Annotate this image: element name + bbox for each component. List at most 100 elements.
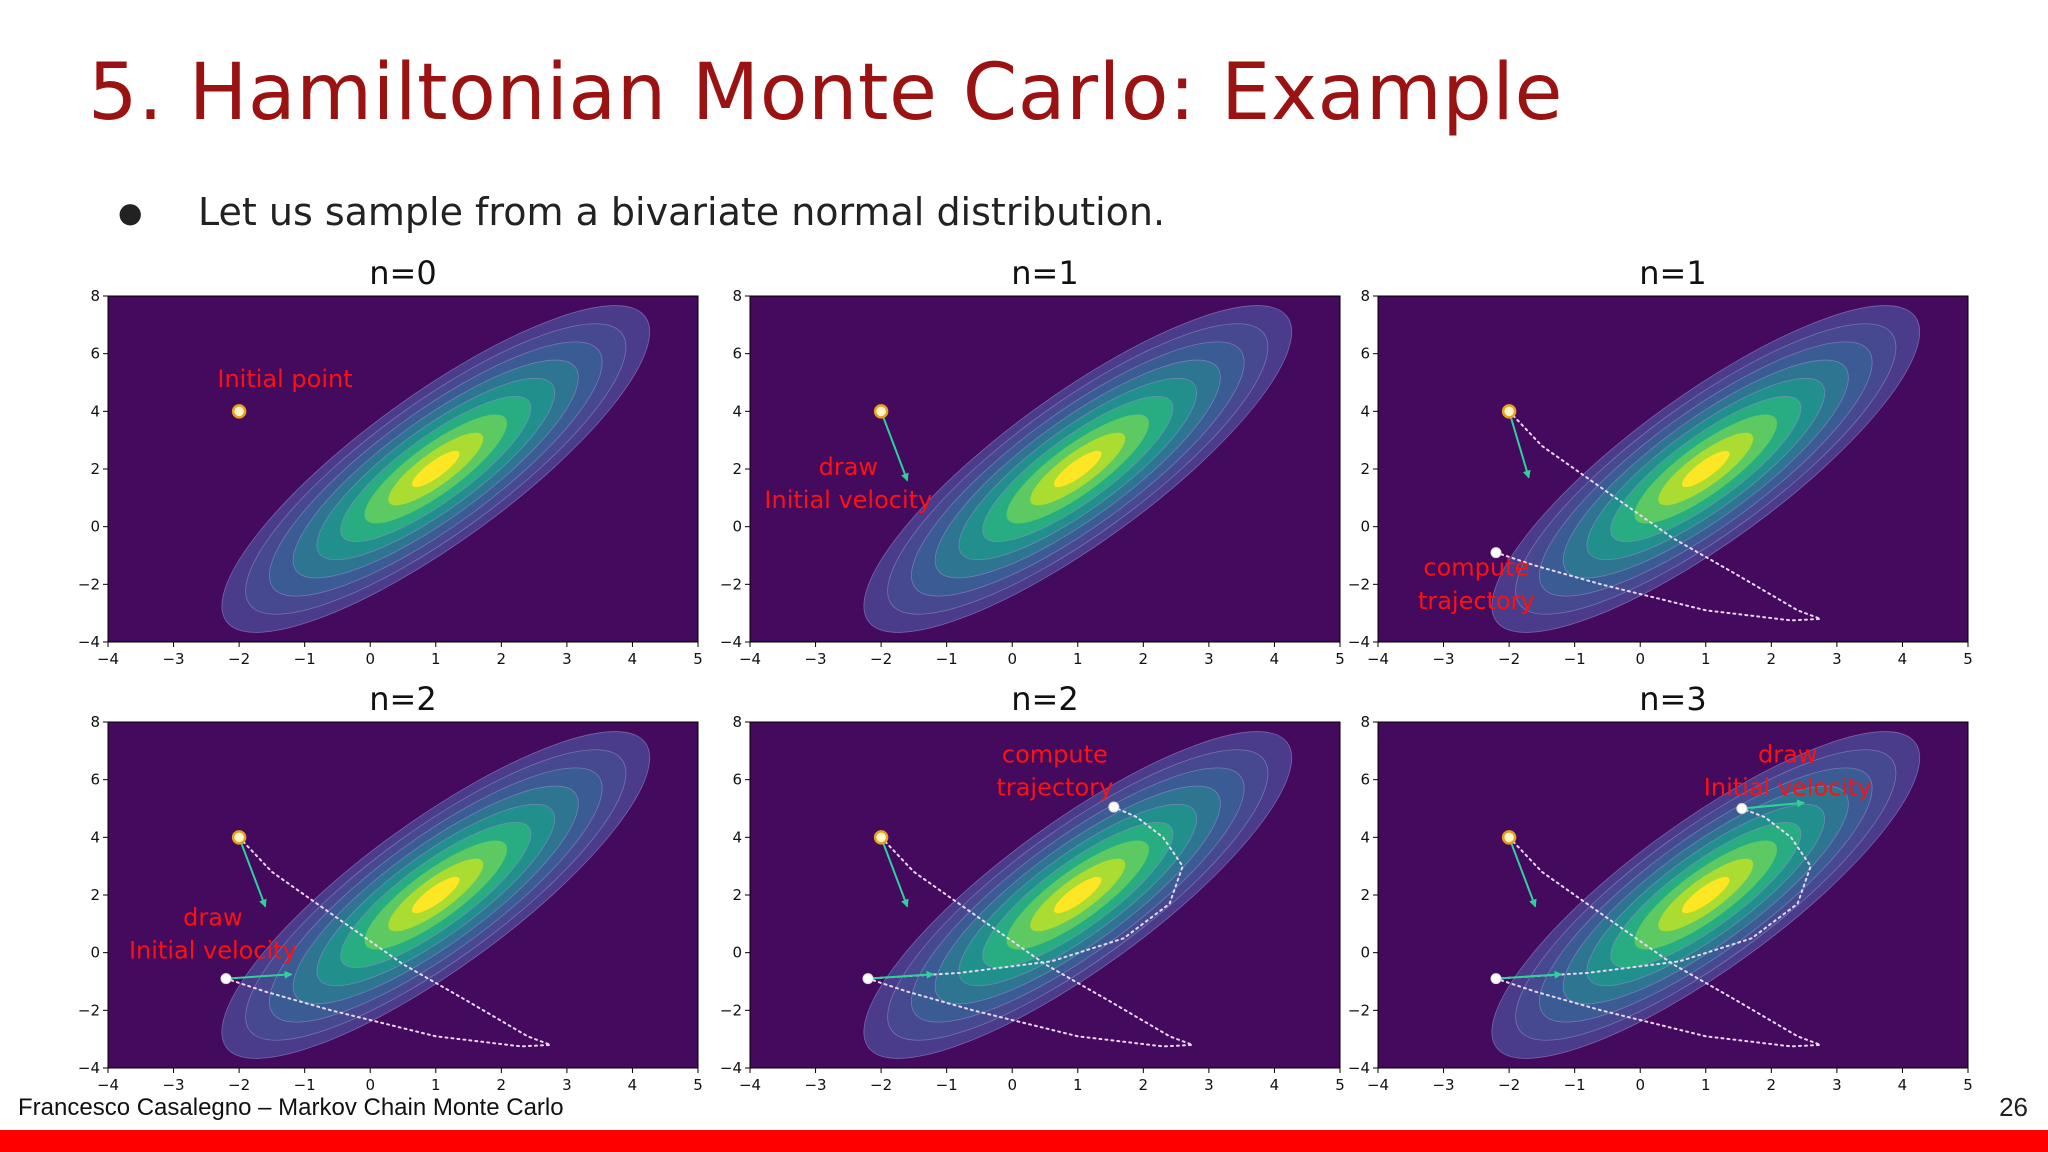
y-tick-label: 8 bbox=[1360, 287, 1370, 305]
plot-panel-5: n=2 compute trajectory −4 −3 −2 −1 0 1 2 3 4 5 −4 −2 0 2… bbox=[714, 678, 1394, 1102]
y-tick-label: −4 bbox=[720, 633, 742, 651]
contour-level bbox=[1682, 450, 1730, 488]
slide-title: 5. Hamiltonian Monte Carlo: Example bbox=[88, 48, 1563, 138]
x-tick-label: −4 bbox=[97, 650, 119, 668]
y-tick-label: 4 bbox=[732, 402, 742, 420]
x-tick-label: −2 bbox=[870, 1076, 892, 1094]
y-tick-label: 0 bbox=[90, 944, 100, 962]
plot-panel-6: n=3 draw Initial velocity −4 −3 −2 −1 0 1 2 3 4 5 −4 −… bbox=[1342, 678, 2022, 1102]
y-tick-label: 6 bbox=[732, 345, 742, 363]
contour-level bbox=[1054, 450, 1102, 488]
bottom-accent-bar bbox=[0, 1130, 2048, 1152]
x-tick-label: 3 bbox=[1832, 650, 1842, 668]
initial-point-marker bbox=[1501, 404, 1517, 419]
x-tick-label: −4 bbox=[739, 1076, 761, 1094]
x-tick-label: −1 bbox=[294, 650, 316, 668]
sample-point-marker bbox=[220, 973, 232, 985]
chart-title: n=0 bbox=[369, 254, 436, 292]
x-tick-label: 0 bbox=[1635, 650, 1645, 668]
chart-svg: n=0 Initial point −4 −3 −2 −1 0 1 2 3 4 5 −4 −2 0 2 4 6 8 bbox=[78, 254, 703, 668]
y-tick-label: 6 bbox=[90, 771, 100, 789]
trajectory-path bbox=[1495, 807, 1812, 980]
velocity-arrow bbox=[880, 836, 909, 908]
x-tick-label: 0 bbox=[365, 650, 375, 668]
trajectory-path bbox=[1495, 836, 1821, 1048]
velocity-arrow bbox=[1508, 836, 1537, 908]
x-tick-label: −1 bbox=[936, 1076, 958, 1094]
x-tick-label: −2 bbox=[228, 1076, 250, 1094]
velocity-arrow bbox=[225, 970, 293, 980]
x-tick-label: 4 bbox=[628, 650, 638, 668]
annotation-label: draw bbox=[819, 453, 878, 481]
y-tick-label: −2 bbox=[78, 1001, 100, 1019]
x-tick-label: 0 bbox=[1635, 1076, 1645, 1094]
y-tick-label: 4 bbox=[90, 828, 100, 846]
bullet-icon: ● bbox=[118, 195, 143, 229]
y-tick-label: 4 bbox=[1360, 402, 1370, 420]
x-tick-label: −2 bbox=[870, 650, 892, 668]
x-tick-label: 5 bbox=[693, 650, 703, 668]
bullet-text: Let us sample from a bivariate normal di… bbox=[198, 190, 1166, 234]
x-tick-label: −2 bbox=[1498, 650, 1520, 668]
x-tick-label: 1 bbox=[431, 650, 441, 668]
annotation-label: Initial velocity bbox=[764, 486, 932, 514]
y-tick-label: 0 bbox=[732, 518, 742, 536]
x-tick-label: 5 bbox=[1335, 650, 1345, 668]
chart-title: n=1 bbox=[1639, 254, 1706, 292]
y-tick-label: 8 bbox=[732, 287, 742, 305]
x-tick-label: 1 bbox=[1701, 650, 1711, 668]
annotation-label: draw bbox=[183, 903, 242, 931]
velocity-arrow bbox=[238, 836, 267, 908]
plot-panel-1: n=0 Initial point −4 −3 −2 −1 0 1 2 3 4 5 −4 −2 0 2 4 6 8 bbox=[72, 252, 752, 676]
x-tick-label: 0 bbox=[365, 1076, 375, 1094]
annotation-label: draw bbox=[1758, 740, 1817, 768]
y-tick-label: 6 bbox=[1360, 345, 1370, 363]
chart-svg: n=3 draw Initial velocity −4 −3 −2 −1 0 1 2 3 4 5 −4 −… bbox=[1348, 680, 1973, 1094]
sample-point-marker bbox=[1490, 547, 1502, 559]
plot-panel-2: n=1 draw Initial velocity −4 −3 −2 −1 0 1 2 3 4 5 −4−… bbox=[714, 252, 1394, 676]
y-tick-label: −4 bbox=[1348, 1059, 1370, 1077]
y-tick-label: 8 bbox=[732, 713, 742, 731]
x-tick-label: −4 bbox=[97, 1076, 119, 1094]
y-tick-label: −4 bbox=[78, 1059, 100, 1077]
initial-point-marker bbox=[873, 830, 889, 845]
y-tick-label: 6 bbox=[1360, 771, 1370, 789]
velocity-arrow bbox=[1741, 799, 1806, 810]
x-tick-label: −2 bbox=[1498, 1076, 1520, 1094]
annotation-label: compute bbox=[1002, 740, 1108, 768]
contour-level bbox=[412, 876, 460, 914]
x-tick-label: −4 bbox=[1367, 650, 1389, 668]
trajectory-path bbox=[867, 836, 1193, 1048]
sample-point-marker bbox=[1108, 801, 1120, 813]
annotation-label: Initial point bbox=[217, 365, 352, 393]
x-tick-label: 4 bbox=[1270, 1076, 1280, 1094]
x-tick-label: −4 bbox=[739, 650, 761, 668]
x-tick-label: 1 bbox=[1073, 650, 1083, 668]
contour-level bbox=[1054, 876, 1102, 914]
y-tick-label: −4 bbox=[1348, 633, 1370, 651]
plot-panel-4: n=2 draw Initial velocity −4 −3 −2 −1 0 1 2 3 4 5 −4−… bbox=[72, 678, 752, 1102]
y-tick-label: 2 bbox=[732, 460, 742, 478]
x-tick-label: 4 bbox=[1898, 650, 1908, 668]
y-tick-label: 4 bbox=[1360, 828, 1370, 846]
trajectory-path bbox=[867, 806, 1184, 980]
velocity-arrow bbox=[867, 970, 935, 980]
velocity-arrow bbox=[880, 410, 909, 482]
y-tick-label: −4 bbox=[720, 1059, 742, 1077]
x-tick-label: 1 bbox=[431, 1076, 441, 1094]
annotation-label: Initial velocity bbox=[1704, 774, 1872, 802]
x-tick-label: 3 bbox=[562, 650, 572, 668]
x-tick-label: −1 bbox=[936, 650, 958, 668]
x-tick-label: 3 bbox=[1204, 650, 1214, 668]
x-tick-label: −3 bbox=[804, 650, 826, 668]
annotation-label: trajectory bbox=[1418, 587, 1535, 615]
x-tick-label: 4 bbox=[1270, 650, 1280, 668]
y-tick-label: 6 bbox=[90, 345, 100, 363]
x-tick-label: −2 bbox=[228, 650, 250, 668]
y-tick-label: 8 bbox=[1360, 713, 1370, 731]
initial-point-marker bbox=[231, 404, 247, 419]
footer-credit: Francesco Casalegno – Markov Chain Monte… bbox=[18, 1094, 564, 1121]
initial-point-marker bbox=[873, 404, 889, 419]
page-number: 26 bbox=[1999, 1092, 2028, 1122]
y-tick-label: 0 bbox=[1360, 944, 1370, 962]
